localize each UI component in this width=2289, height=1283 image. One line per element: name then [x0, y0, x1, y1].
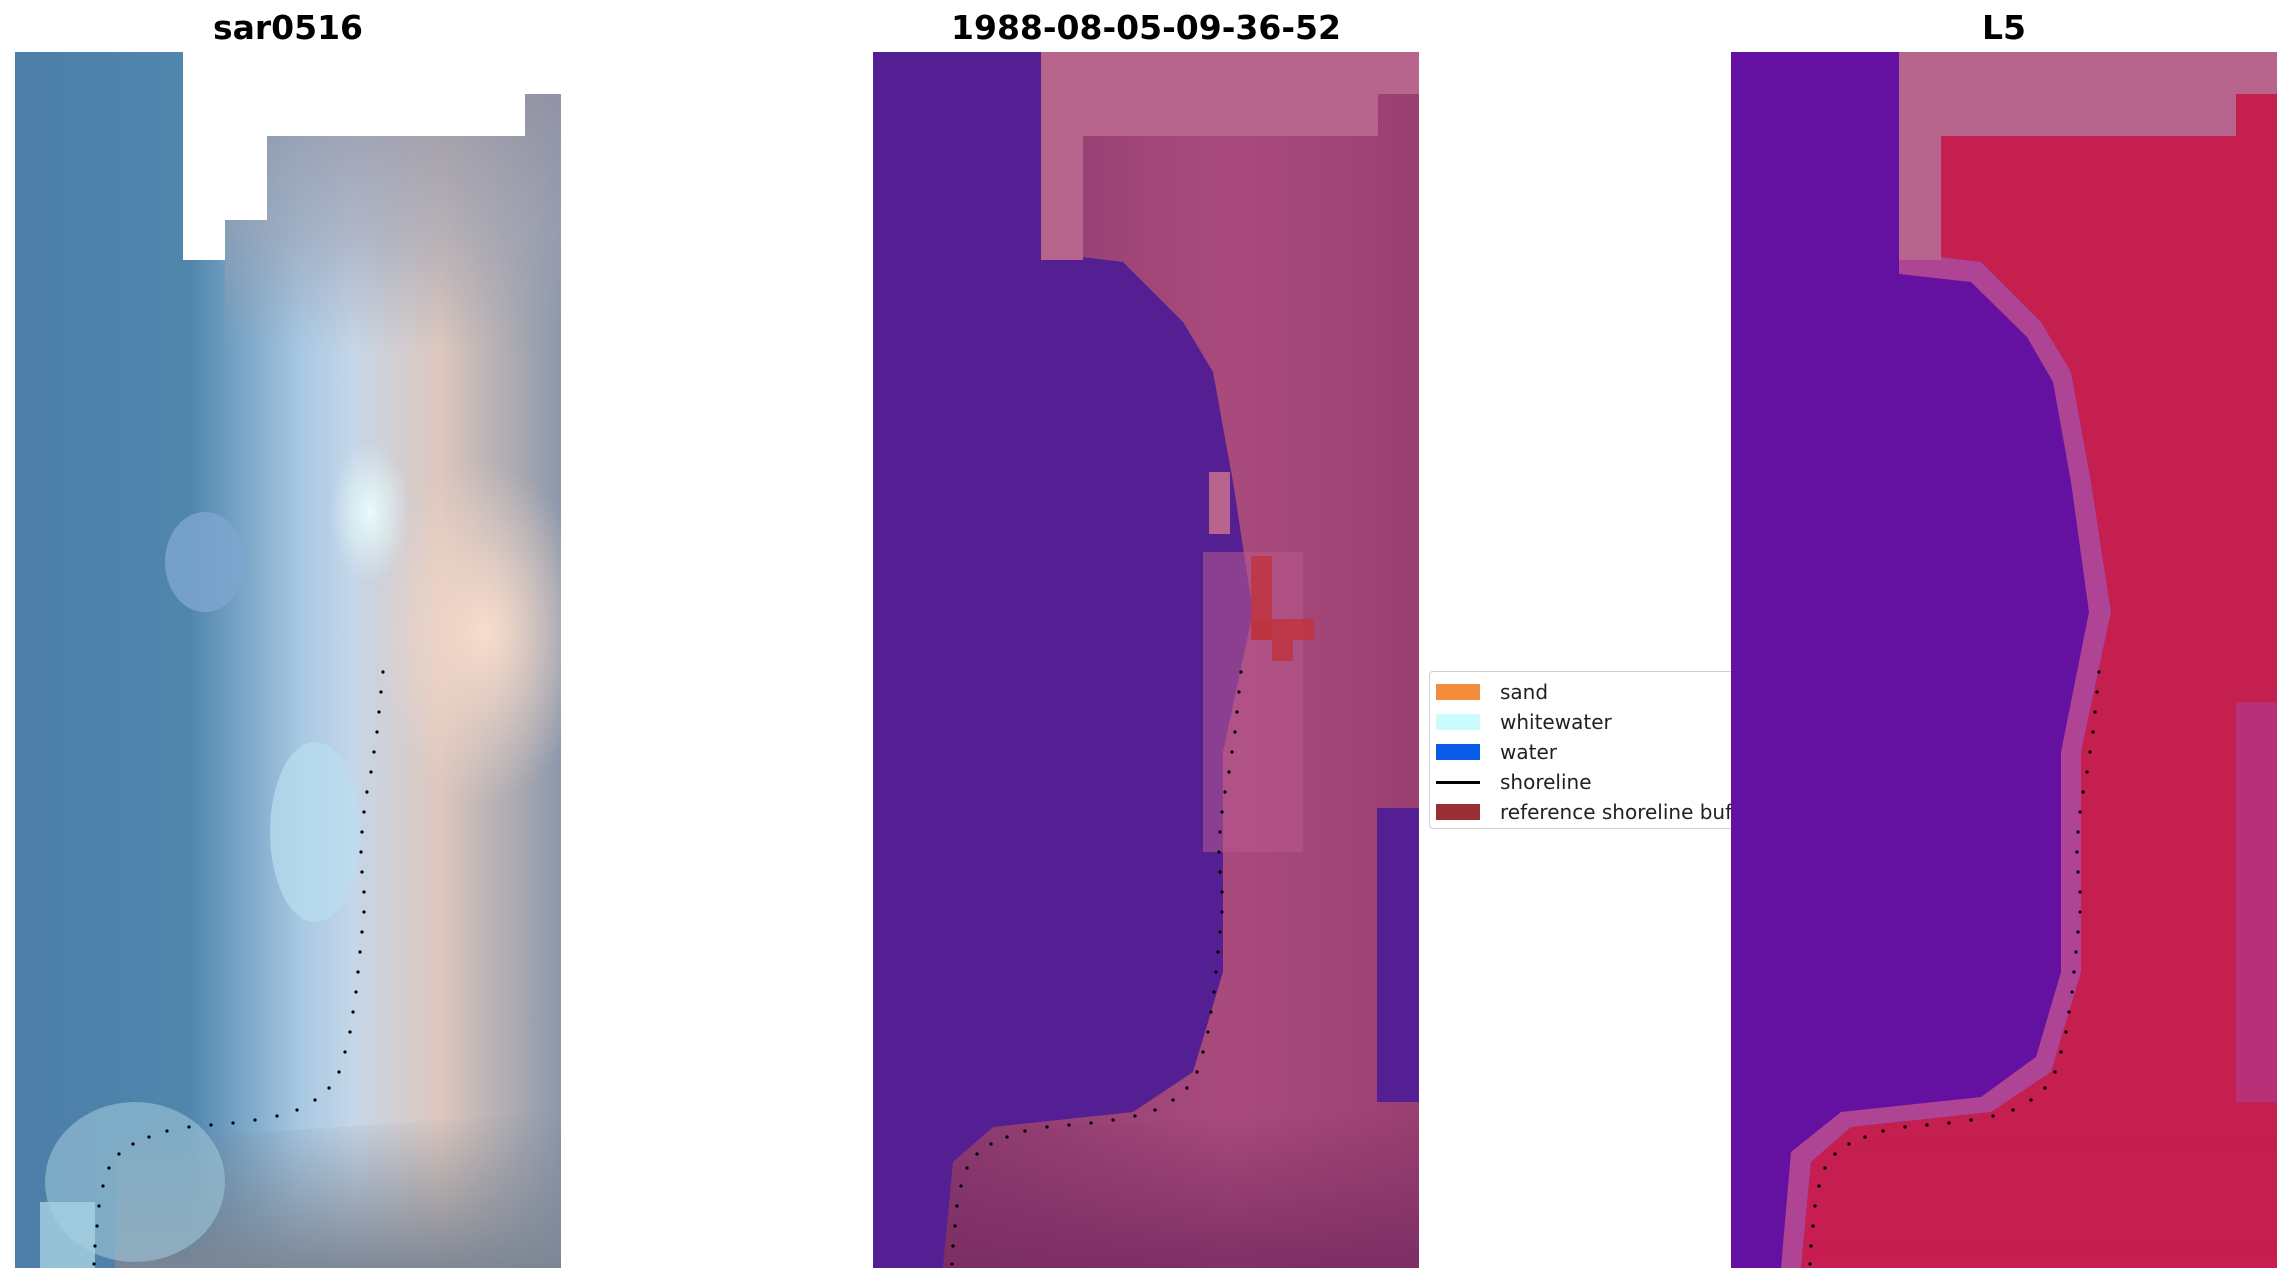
- shoreline-dots-classification: [950, 670, 1243, 1266]
- legend-label-sand: sand: [1500, 680, 1549, 704]
- legend-label-whitewater: whitewater: [1500, 710, 1612, 734]
- legend-label-reference-buffer: reference shoreline buffer: [1500, 800, 1739, 824]
- shoreline-dots-index: [1808, 670, 2101, 1266]
- panel-title-rgb: sar0516: [212, 8, 364, 47]
- legend-label-water: water: [1500, 740, 1557, 764]
- shoreline-dots-rgb: [92, 670, 385, 1266]
- legend-label-shoreline: shoreline: [1500, 770, 1592, 794]
- panel-title-index: L5: [1982, 8, 2026, 47]
- reference-buffer-swatch: [1436, 804, 1480, 820]
- legend-item-sand: sand: [1436, 679, 1548, 705]
- legend: sand whitewater water shoreline referenc…: [1429, 671, 1739, 829]
- legend-item-shoreline: shoreline: [1436, 769, 1592, 795]
- shoreline-line-swatch: [1436, 780, 1480, 784]
- rgb-image-panel: [15, 52, 561, 1268]
- panel-title-classification: 1988-08-05-09-36-52: [951, 8, 1341, 47]
- water-swatch: [1436, 744, 1480, 760]
- classification-image: [873, 52, 1419, 1268]
- legend-item-reference-buffer: reference shoreline buffer: [1436, 799, 1739, 825]
- index-panel-overlap: [1731, 660, 1771, 840]
- whitewater-swatch: [1436, 714, 1480, 730]
- classification-image-panel: [873, 52, 1419, 1268]
- index-image-panel: [1731, 52, 2277, 1268]
- legend-item-whitewater: whitewater: [1436, 709, 1612, 735]
- sand-swatch: [1436, 684, 1480, 700]
- rgb-image: [15, 52, 561, 1268]
- index-panel-edge: [1731, 660, 1771, 840]
- legend-item-water: water: [1436, 739, 1557, 765]
- index-image: [1731, 52, 2277, 1268]
